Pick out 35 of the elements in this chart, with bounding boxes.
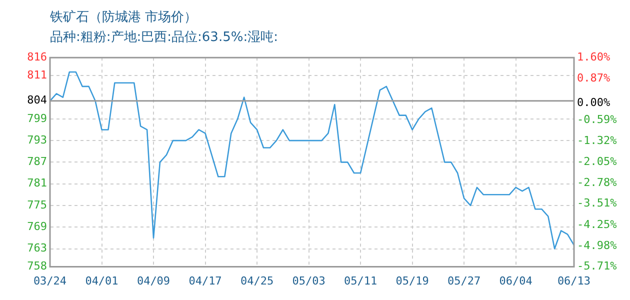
x-tick-label: 06/04	[499, 274, 533, 288]
x-tick-label: 05/27	[447, 274, 481, 288]
y2-tick-label: -1.32%	[577, 134, 618, 148]
y2-tick-label: 1.60%	[577, 50, 610, 64]
x-tick-label: 05/03	[292, 274, 326, 288]
y-tick-label: 787	[27, 155, 47, 168]
y-tick-label: 799	[27, 112, 47, 125]
x-tick-label: 03/24	[33, 274, 67, 288]
y-tick-label: 769	[27, 220, 47, 233]
x-tick-label: 05/11	[344, 274, 378, 288]
x-tick-label: 04/09	[136, 274, 170, 288]
y2-tick-label: 0.00%	[577, 96, 610, 110]
chart-subtitle: 品种:粗粉:产地:巴西:品位:63.5%:湿吨:	[49, 29, 279, 47]
y2-tick-label: -3.51%	[577, 196, 618, 210]
y-tick-label: 763	[27, 242, 47, 255]
x-tick-label: 06/13	[557, 274, 591, 288]
y2-tick-label: -5.71%	[577, 260, 618, 273]
y-tick-label: 804	[27, 94, 48, 107]
y-tick-label: 758	[27, 260, 47, 273]
y2-tick-label: -2.78%	[577, 176, 618, 189]
y2-tick-label: -4.25%	[577, 218, 618, 231]
y2-tick-label: -0.59%	[577, 113, 618, 126]
y2-tick-label: 0.87%	[577, 71, 610, 84]
y-tick-label: 775	[27, 198, 47, 212]
y2-tick-label: -2.05%	[577, 154, 618, 168]
x-tick-label: 04/01	[85, 274, 118, 288]
y-tick-label: 793	[27, 133, 47, 146]
y2-tick-label: -4.98%	[577, 238, 618, 252]
x-tick-label: 05/19	[396, 274, 429, 288]
y-tick-label: 816	[27, 50, 47, 64]
y-tick-label: 781	[27, 176, 47, 190]
x-tick-label: 04/17	[188, 274, 222, 288]
y-tick-label: 811	[27, 68, 47, 82]
x-tick-label: 04/25	[240, 274, 274, 288]
chart-title: 铁矿石（防城港 市场价）	[49, 9, 198, 27]
